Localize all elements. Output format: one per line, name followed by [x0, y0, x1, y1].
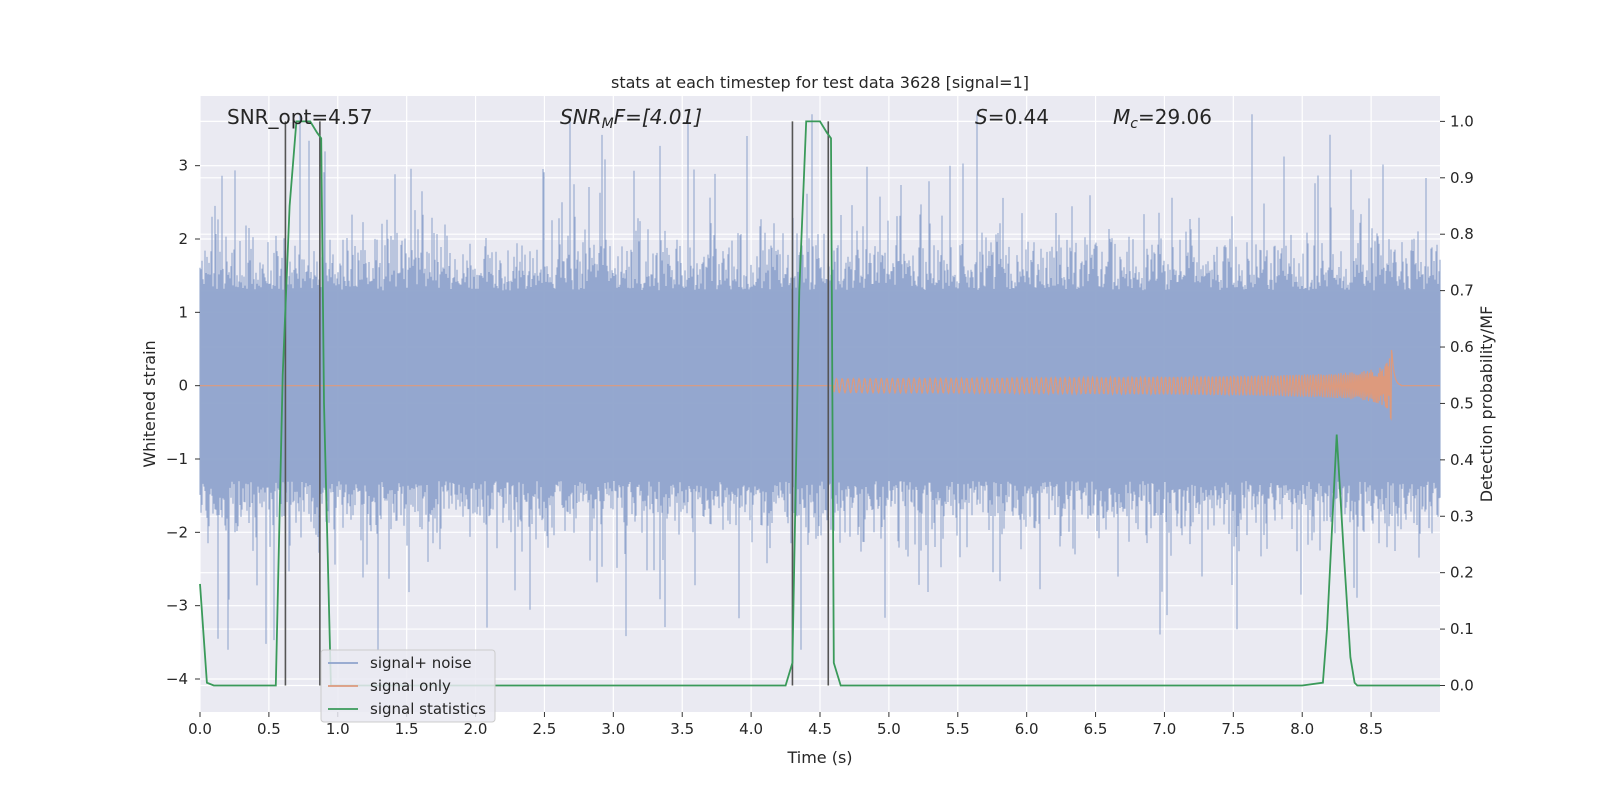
x-tick-label: 7.5 — [1221, 720, 1245, 738]
vertical-markers — [284, 121, 830, 686]
y-left-tick-label: −2 — [166, 523, 188, 541]
signal-only-series — [200, 349, 1440, 421]
y-right-tick-label: 0.7 — [1450, 282, 1474, 300]
legend-box — [320, 649, 496, 723]
legend: signal+ noise signal only signal statist… — [320, 649, 496, 723]
signal-noise-trace — [199, 114, 1441, 650]
snr-mf-annotation: SNRMF=[4.01] — [560, 105, 702, 132]
legend-label-signal-only: signal only — [370, 677, 451, 695]
x-tick-label: 5.0 — [877, 720, 901, 738]
y-right-tick-label: 0.4 — [1450, 451, 1474, 469]
x-tick-label: 5.5 — [946, 720, 970, 738]
chart-title: stats at each timestep for test data 362… — [611, 73, 1029, 92]
x-tick-label: 2.0 — [464, 720, 488, 738]
y-left-tick-labels: 3 2 1 0 −1 −2 −3 −4 — [166, 157, 200, 688]
x-tick-label: 3.5 — [670, 720, 694, 738]
y-right-tick-label: 0.2 — [1450, 564, 1474, 582]
y-right-tick-labels: 1.0 0.9 0.8 0.7 0.6 0.5 0.4 0.3 0.2 0.1 0.0 — [1440, 112, 1474, 694]
y-right-tick-label: 0.6 — [1450, 338, 1474, 356]
signal-noise-series — [199, 114, 1441, 650]
y-left-axis-label: Whitened strain — [140, 340, 159, 467]
y-left-tick-label: −1 — [166, 450, 188, 468]
y-left-tick-label: 2 — [178, 230, 188, 248]
signal-statistics-series — [199, 120, 1440, 687]
y-left-tick-label: 1 — [178, 303, 188, 321]
x-tick-labels: 0.0 0.5 1.0 1.5 2.0 2.5 3.0 3.5 4.0 4.5 5.0 5.5 6.0 6… — [188, 712, 1383, 738]
y-left-tick-label: −3 — [166, 597, 188, 615]
s-annotation: S=0.44 — [975, 105, 1049, 129]
y-right-tick-label: 0.8 — [1450, 225, 1474, 243]
x-tick-label: 8.5 — [1359, 720, 1383, 738]
x-tick-label: 4.5 — [808, 720, 832, 738]
y-right-tick-label: 0.9 — [1450, 169, 1474, 187]
x-tick-label: 0.5 — [257, 720, 281, 738]
x-tick-label: 4.0 — [739, 720, 763, 738]
y-left-tick-label: 3 — [178, 157, 188, 175]
x-tick-label: 8.0 — [1290, 720, 1314, 738]
x-axis-label: Time (s) — [786, 748, 852, 767]
y-right-tick-label: 0.0 — [1450, 676, 1474, 694]
x-tick-label: 0.0 — [188, 720, 212, 738]
x-tick-label: 6.5 — [1084, 720, 1108, 738]
legend-label-signal-noise: signal+ noise — [370, 654, 472, 672]
y-right-tick-label: 0.5 — [1450, 394, 1474, 412]
snr-opt-annotation: SNR_opt=4.57 — [227, 105, 373, 129]
x-tick-label: 3.0 — [601, 720, 625, 738]
x-tick-label: 1.0 — [326, 720, 350, 738]
y-right-axis-label: Detection probability/MF — [1477, 306, 1496, 503]
mc-annotation: Mc=29.06 — [1113, 105, 1212, 132]
y-right-tick-label: 0.1 — [1450, 620, 1474, 638]
y-left-tick-label: −4 — [166, 670, 188, 688]
y-right-tick-label: 0.3 — [1450, 507, 1474, 525]
y-left-tick-label: 0 — [178, 377, 188, 395]
x-tick-label: 2.5 — [533, 720, 557, 738]
x-tick-label: 1.5 — [395, 720, 419, 738]
legend-label-signal-statistics: signal statistics — [370, 700, 486, 718]
x-tick-label: 6.0 — [1015, 720, 1039, 738]
y-right-tick-label: 1.0 — [1450, 112, 1474, 130]
x-tick-label: 7.0 — [1153, 720, 1177, 738]
